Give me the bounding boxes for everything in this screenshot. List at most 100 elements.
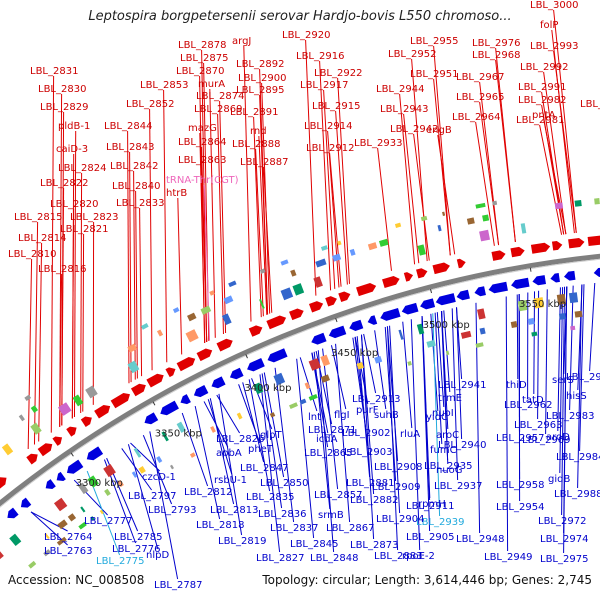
- feature-block: [30, 405, 39, 413]
- forward-gene-arrow: [568, 238, 585, 249]
- gene-label: thiD: [506, 380, 527, 391]
- label-leader-lines: [27, 9, 596, 580]
- leader-line: [360, 334, 375, 540]
- forward-gene-arrow: [26, 453, 38, 465]
- leader-line: [436, 312, 445, 408]
- feature-block: [554, 202, 564, 210]
- gene-label: LBL_2958: [496, 480, 544, 491]
- gene-label: LBL_2993: [530, 41, 578, 52]
- gene-label: LBL_2963: [514, 420, 562, 431]
- gene-label: LBL_2995: [566, 372, 600, 383]
- leader-line: [437, 134, 456, 255]
- gene-label: trmE: [438, 393, 462, 404]
- reverse-gene-arrow: [144, 412, 159, 425]
- gene-label: mazG: [188, 123, 217, 134]
- gene-label: LBL_2830: [38, 84, 86, 95]
- feature-block: [99, 509, 104, 515]
- feature-block: [531, 331, 538, 337]
- feature-block: [259, 298, 265, 309]
- gene-label: apbA: [216, 448, 242, 459]
- feature-block: [527, 317, 535, 325]
- gene-label: LBL_2916: [296, 51, 344, 62]
- forward-gene-arrow: [37, 443, 53, 457]
- reverse-gene-arrow: [593, 267, 600, 277]
- gene-label: LBL_2908: [374, 462, 422, 473]
- forward-gene-arrow: [130, 383, 146, 397]
- forward-gene-arrow: [356, 283, 377, 297]
- gene-label: rsbU-1: [214, 475, 247, 486]
- leader-line: [73, 130, 77, 418]
- feature-block: [223, 295, 234, 305]
- feature-block: [259, 268, 266, 274]
- leader-line: [553, 9, 577, 233]
- leader-line: [313, 351, 331, 510]
- gene-label: folP: [540, 20, 558, 31]
- leader-line: [149, 431, 179, 580]
- feature-block: [482, 214, 490, 222]
- feature-block: [43, 549, 51, 557]
- leader-line: [553, 50, 577, 233]
- feature-block: [574, 200, 582, 207]
- gene-label: LBL_2984: [556, 452, 600, 463]
- feature-block: [18, 414, 25, 422]
- feature-block: [398, 329, 404, 340]
- leader-line: [296, 358, 315, 539]
- backbone-arc: [0, 253, 600, 507]
- feature-block: [292, 283, 305, 296]
- reverse-gene-arrow: [456, 289, 470, 301]
- leader-line: [207, 399, 233, 475]
- leader-line: [130, 442, 161, 472]
- feature-block: [103, 463, 116, 478]
- leader-line: [255, 148, 264, 317]
- leader-line: [194, 405, 221, 520]
- leader-line: [242, 382, 265, 463]
- feature-block: [57, 519, 68, 530]
- gene-label: engB: [426, 125, 452, 136]
- gene-label: rpoE-2: [402, 551, 435, 562]
- leader-line: [71, 208, 75, 419]
- gene-label: LBL_2904: [376, 514, 424, 525]
- feature-block: [127, 343, 138, 353]
- feature-block: [337, 240, 342, 246]
- gene-label: LBL_2764: [44, 532, 92, 543]
- forward-gene-arrow: [52, 436, 63, 446]
- gene-label: LBL_2845: [290, 539, 338, 550]
- leader-line: [274, 367, 295, 523]
- gene-label: LBL_2883: [374, 551, 422, 562]
- gene-label: LBL_2852: [126, 99, 174, 110]
- gene-label: LBL_2853: [140, 80, 188, 91]
- feature-block: [253, 382, 264, 395]
- feature-block: [492, 200, 498, 206]
- reverse-gene-arrow: [401, 302, 419, 315]
- gene-label: tatD: [522, 395, 544, 406]
- gene-label: hisS: [566, 391, 587, 402]
- gene-label: LBL_2787: [154, 580, 202, 591]
- feature-block: [520, 223, 527, 234]
- feature-block: [273, 372, 286, 386]
- forward-gene-arrow: [0, 477, 7, 489]
- leader-line: [432, 313, 441, 517]
- feature-block: [104, 488, 111, 496]
- feature-block: [460, 330, 472, 339]
- feature-block: [570, 325, 576, 331]
- gene-label: LBL_2917: [300, 80, 348, 91]
- gene-label: LBL_2965: [456, 92, 504, 103]
- leader-line: [129, 151, 132, 383]
- feature-block: [374, 355, 383, 364]
- gene-label: LBL_2827: [256, 553, 304, 564]
- feature-block: [72, 394, 84, 407]
- gene-label: LBL_2857: [314, 490, 362, 501]
- gene-label: LBL_2974: [540, 534, 588, 545]
- scale-tick: [152, 401, 156, 406]
- feature-block: [56, 536, 67, 546]
- feature-block: [280, 287, 294, 301]
- leader-line: [433, 45, 451, 256]
- leader-line: [440, 311, 449, 461]
- reverse-gene-arrow: [45, 479, 56, 489]
- feature-block: [67, 513, 77, 522]
- gene-label: LBL_2835: [246, 492, 294, 503]
- leader-line: [411, 58, 428, 262]
- gene-label: LBL_2829: [40, 102, 88, 113]
- scale-label: 3350 kbp: [155, 429, 202, 440]
- reverse-gene-arrow: [211, 376, 226, 389]
